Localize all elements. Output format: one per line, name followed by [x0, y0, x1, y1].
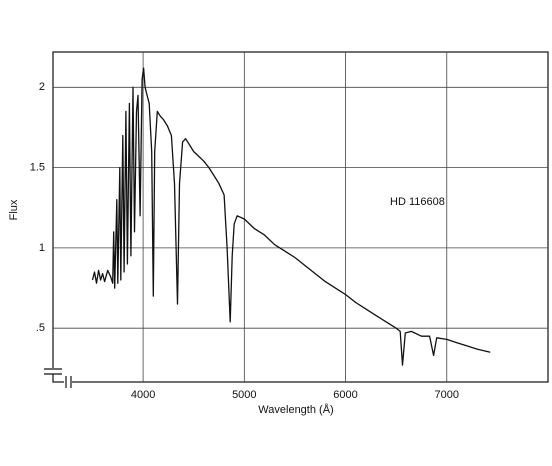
spectrum-line [91, 67, 491, 366]
x-tick-label: 6000 [333, 389, 357, 401]
x-tick-label: 5000 [232, 389, 256, 401]
plot-frame [52, 51, 549, 383]
axis-break [44, 368, 72, 388]
x-tick-label: 4000 [131, 389, 155, 401]
annotation: HD 116608 [390, 196, 445, 208]
y-tick-label: 2 [39, 81, 45, 93]
y-tick-label: 1.5 [30, 162, 45, 174]
y-tick-label: .5 [36, 322, 45, 334]
y-tick-label: 1 [39, 242, 45, 254]
x-axis-label: Wavelength (Å) [258, 403, 333, 416]
x-tick-label: 7000 [435, 389, 459, 401]
y-axis-label: Flux [8, 199, 20, 220]
